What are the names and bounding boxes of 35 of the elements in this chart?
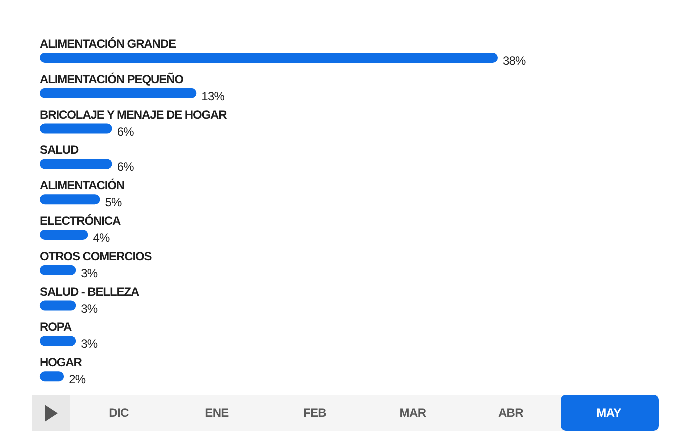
text: FEB	[303, 406, 327, 420]
bar	[40, 336, 76, 346]
data-label: 4%	[93, 231, 110, 245]
text: DIC	[109, 406, 129, 420]
bar	[40, 265, 76, 276]
bar	[40, 230, 88, 240]
y-tick-label: BRICOLAJE Y MENAJE DE HOGAR	[40, 108, 228, 122]
data-label: 3%	[81, 266, 98, 280]
text: MAY	[596, 406, 622, 420]
data-label: 3%	[81, 302, 98, 316]
y-tick-label: ALIMENTACIÓN PEQUEÑO	[40, 72, 184, 86]
y-tick-label: OTROS COMERCIOS	[40, 249, 152, 264]
bar	[40, 159, 112, 170]
text: ABR	[498, 406, 524, 420]
y-tick-label: SALUD - BELLEZA	[40, 284, 140, 299]
data-label: 38%	[503, 54, 527, 68]
data-label: 2%	[69, 372, 86, 387]
bar	[40, 300, 76, 311]
data-label: 13%	[202, 89, 226, 104]
y-tick-label: ROPA	[40, 320, 72, 334]
y-tick-label: HOGAR	[40, 356, 83, 370]
bar	[40, 88, 197, 98]
data-label: 5%	[105, 196, 123, 210]
bar	[40, 124, 112, 134]
data-label: 6%	[117, 160, 135, 174]
text: MAR	[400, 406, 426, 420]
data-label: 6%	[117, 124, 135, 139]
bar	[40, 194, 100, 205]
y-tick-label: ALIMENTACIÓN	[40, 178, 125, 193]
y-tick-label: SALUD	[40, 143, 80, 158]
y-tick-label: ELECTRÓNICA	[40, 214, 122, 228]
data-label: 3%	[81, 337, 98, 352]
bar	[40, 53, 498, 63]
y-tick-label: ALIMENTACIÓN GRANDE	[40, 37, 177, 51]
text: ENE	[205, 406, 229, 420]
